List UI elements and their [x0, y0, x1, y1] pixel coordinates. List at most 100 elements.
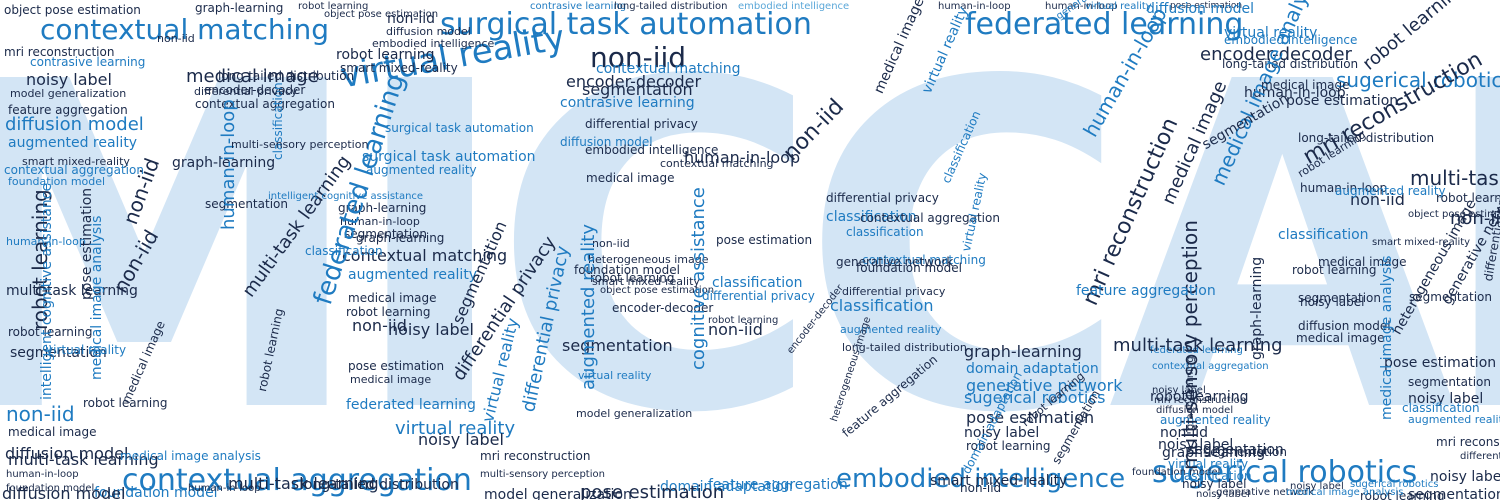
keyword-non-iid: non-iid: [708, 320, 763, 339]
keyword-noisy-label: noisy label: [964, 425, 1040, 441]
keyword-embodied-intelligence: embodied intelligence: [585, 143, 719, 157]
keyword-graph-learning: graph-learning: [356, 231, 445, 245]
keyword-noisy-label: noisy label: [26, 70, 112, 89]
keyword-generative-network: generative network: [1216, 487, 1314, 498]
keyword-human-in-loop: human-in-loop: [6, 469, 79, 480]
keyword-intelligent-cognitive-assistance: intelligent cognitive assistance: [39, 182, 55, 400]
keyword-sugerical-robotics: sugerical robotics: [1336, 68, 1500, 92]
keyword-differential-privacy: differential privacy: [1460, 451, 1500, 462]
keyword-smart-mixed-reality: smart mixed-reality: [592, 275, 700, 288]
keyword-classification: classification: [846, 225, 924, 239]
keyword-noisy-label: noisy label: [1430, 469, 1500, 485]
keyword-human-in-loop: human-in-loop: [6, 235, 86, 248]
keyword-contextual-aggregation: contextual aggregation: [4, 163, 144, 177]
keyword-pose-estimation: pose estimation: [966, 408, 1095, 427]
keyword-robot-learning: robot learning: [1292, 263, 1377, 277]
keyword-human-in-loop: human-in-loop: [1300, 181, 1388, 195]
keyword-segmentation: segmentation: [10, 345, 107, 361]
keyword-surgical-task-automation: surgical task automation: [362, 149, 536, 165]
keyword-noisy-label: noisy label: [1196, 489, 1250, 500]
keyword-non-iid: non-iid: [157, 32, 195, 45]
keyword-robot-learning: robot learning: [336, 47, 435, 63]
keyword-classification: classification: [830, 296, 934, 315]
keyword-classification: classification: [826, 209, 917, 225]
keyword-robot-learning: robot learning: [1436, 191, 1500, 205]
keyword-graph-learning: graph-learning: [338, 201, 427, 215]
keyword-diffusion-model: diffusion model: [1146, 1, 1254, 17]
keyword-noisy-label: noisy label: [388, 320, 474, 339]
keyword-object-pose-estimation: object pose estimation: [324, 9, 439, 20]
keyword-robot-learning: robot learning: [298, 1, 369, 12]
keyword-classification: classification: [1174, 469, 1252, 483]
keyword-encoder-decoder: encoder-decoder: [204, 83, 306, 97]
keyword-pose-estimation: pose estimation: [1170, 1, 1243, 11]
keyword-noisy-label: noisy label: [1300, 295, 1365, 309]
keyword-multi-sensory-perception: multi-sensory perception: [480, 469, 605, 480]
keyword-segmentation: segmentation: [205, 197, 288, 211]
keyword-medical-image-analysis: medical image analysis: [1286, 487, 1404, 498]
keyword-virtual-reality: virtual reality: [395, 418, 516, 439]
keyword-augmented-reality: augmented reality: [578, 224, 599, 390]
keyword-graph-learning: graph-learning: [1162, 445, 1266, 461]
keyword-foundation-model: foundation model: [6, 483, 95, 494]
keyword-feature-aggregation: feature aggregation: [8, 103, 128, 117]
keyword-segmentation: segmentation: [1187, 442, 1284, 458]
keyword-classification: classification: [305, 244, 383, 258]
keyword-federated-learning: federated learning: [1150, 345, 1243, 356]
keyword-surgical-task-automation: surgical task automation: [385, 121, 534, 135]
keyword-feature-aggregation: feature aggregation: [708, 477, 848, 493]
keyword-model-generalization: model generalization: [484, 487, 632, 500]
keyword-contextual-aggregation: contextual aggregation: [195, 97, 335, 111]
keyword-diffusion-model: diffusion model: [1156, 405, 1234, 416]
keyword-sugerical-robotics: sugerical robotics: [1350, 479, 1439, 490]
keyword-non-iid: non-iid: [778, 94, 849, 166]
keyword-diffusion-model: diffusion model: [1298, 319, 1391, 333]
keyword-mri-reconstruction: mri reconstruction: [480, 449, 591, 463]
keyword-encoder-decoder: encoder-decoder: [612, 301, 714, 315]
keyword-non-iid: non-iid: [352, 316, 407, 335]
keyword-noisy-label: noisy label: [1290, 481, 1344, 492]
keyword-human-in-loop: human-in-loop: [684, 148, 801, 167]
keyword-robot-learning: robot learning: [346, 305, 431, 319]
keyword-virtual-reality: virtual reality: [1168, 457, 1249, 471]
keyword-augmented-reality: augmented reality: [840, 323, 942, 336]
keyword-virtual-reality: virtual reality: [919, 4, 972, 97]
keyword-differential-privacy: differential privacy: [702, 289, 815, 303]
keyword-medical-image: medical image: [1318, 255, 1407, 269]
keyword-non-iid: non-iid: [6, 402, 75, 426]
keyword-contrasive-learning: contrasive learning: [530, 1, 627, 12]
keyword-augmented-reality: augmented reality: [366, 163, 477, 177]
keyword-long-tailed-distribution: long-tailed distribution: [218, 69, 355, 83]
keyword-federated-learning: federated learning: [346, 397, 476, 413]
keyword-object-pose-estimation: object pose estimation: [4, 3, 141, 17]
keyword-classification: classification: [712, 275, 803, 291]
keyword-intelligent-cognitive-assistance: intelligent cognitive assistance: [268, 191, 424, 202]
keyword-medical-image-analysis: medical image analysis: [1379, 255, 1395, 420]
keyword-mri-reconstruction: mri reconstruction: [1436, 435, 1500, 449]
keyword-cognitive-assistance: cognitive assistance: [688, 187, 709, 370]
keyword-smart-mixed-reality: smart mixed-reality: [340, 61, 458, 75]
keyword-domain-adaptation: domain adaptation: [966, 361, 1099, 377]
keyword-diffusion-model: diffusion model: [5, 444, 129, 463]
keyword-segmentation: segmentation: [1408, 487, 1500, 500]
keyword-noisy-label: noisy label: [1182, 477, 1247, 491]
keyword-virtual-reality: virtual reality: [46, 343, 127, 357]
keyword-human-in-loop: human-in-loop: [188, 483, 261, 494]
keyword-virtual-reality: virtual reality: [578, 369, 652, 382]
keyword-contextual-matching: contextual matching: [40, 13, 329, 46]
keyword-graph-learning: graph-learning: [172, 155, 276, 171]
keyword-medical-image: medical image: [586, 171, 675, 185]
keyword-robot-learning: robot learning: [708, 315, 779, 326]
keyword-segmentation: segmentation: [562, 336, 673, 355]
keyword-encoder-decoder: encoder-decoder: [566, 72, 702, 91]
keyword-classification: classification: [1278, 227, 1369, 243]
keyword-non-iid: non-iid: [1350, 190, 1405, 209]
keyword-classification: classification: [1402, 401, 1480, 415]
keyword-virtual-reality: virtual reality: [1224, 25, 1318, 41]
keyword-surgical-task-automation: surgical task automation: [440, 7, 812, 42]
keyword-robot-learning: robot learning: [1360, 489, 1445, 500]
keyword-pose-estimation: pose estimation: [1384, 355, 1497, 371]
keyword-noisy-label: noisy label: [1152, 385, 1206, 396]
keyword-medical-image: medical image: [1296, 331, 1385, 345]
keyword-segmentation: segmentation: [1298, 291, 1381, 305]
